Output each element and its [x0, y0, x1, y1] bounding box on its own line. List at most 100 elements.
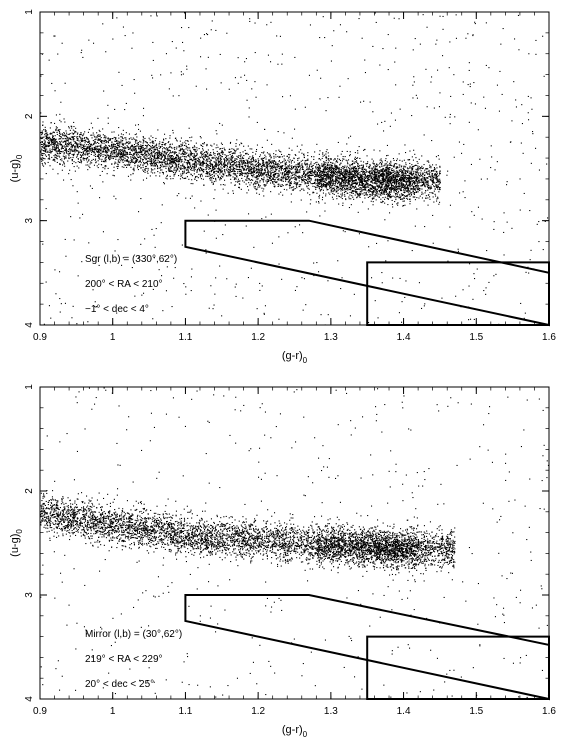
data-point [259, 173, 261, 175]
data-point [80, 155, 82, 157]
data-point [421, 185, 423, 187]
data-point [83, 133, 85, 135]
data-point [378, 176, 380, 178]
data-point [127, 157, 129, 159]
data-point [49, 127, 51, 129]
data-point [187, 167, 189, 169]
data-point [183, 153, 185, 155]
data-point [224, 179, 226, 181]
data-point [169, 157, 171, 159]
data-point [317, 183, 319, 185]
data-point [354, 176, 356, 178]
data-point [152, 154, 154, 156]
data-point [189, 164, 191, 166]
data-point [392, 184, 394, 186]
data-point [390, 180, 392, 182]
data-point [351, 191, 353, 193]
data-point [117, 143, 119, 145]
data-point [431, 170, 433, 172]
data-point [415, 176, 417, 178]
data-point [161, 171, 163, 173]
data-point [297, 164, 299, 166]
data-point [268, 180, 270, 182]
data-point [270, 173, 272, 175]
data-point [248, 166, 250, 168]
data-point [187, 147, 189, 149]
data-point [45, 136, 47, 138]
data-point [342, 180, 344, 182]
data-point [223, 158, 225, 160]
data-point [196, 147, 198, 149]
data-point [166, 165, 168, 167]
data-point [431, 171, 433, 173]
data-point [161, 153, 163, 155]
data-point [366, 175, 368, 177]
data-point [428, 185, 430, 187]
data-point [305, 163, 307, 165]
data-point [215, 177, 217, 179]
data-point [417, 189, 419, 191]
data-point [137, 151, 139, 153]
data-point [258, 193, 260, 195]
data-point [137, 157, 139, 159]
data-point [389, 178, 391, 180]
data-point [330, 158, 332, 160]
data-point [235, 145, 237, 147]
data-point [188, 162, 190, 164]
data-point [375, 180, 377, 182]
data-point [126, 151, 128, 153]
data-point [171, 147, 173, 149]
data-point [229, 175, 231, 177]
data-point [172, 162, 174, 164]
data-point [354, 175, 356, 177]
data-point [284, 165, 286, 167]
data-point [358, 167, 360, 169]
data-point [252, 184, 254, 186]
data-point [205, 154, 207, 156]
data-point [176, 169, 178, 171]
data-point [230, 156, 232, 158]
data-point [96, 132, 98, 134]
data-point [105, 145, 107, 147]
data-point [277, 166, 279, 168]
data-point [271, 160, 273, 162]
data-point [275, 154, 277, 156]
data-point [394, 163, 396, 165]
data-point [151, 155, 153, 157]
data-point [407, 176, 409, 178]
data-point [137, 167, 139, 169]
data-point [318, 164, 320, 166]
data-point [373, 177, 375, 179]
data-point [79, 151, 81, 153]
data-point [341, 182, 343, 184]
data-point [217, 161, 219, 163]
data-point [351, 183, 353, 185]
data-point [220, 175, 222, 177]
data-point [305, 164, 307, 166]
data-point [286, 167, 288, 169]
data-point [437, 196, 439, 198]
data-point [392, 165, 394, 167]
data-point [404, 195, 406, 197]
data-point [101, 147, 103, 149]
data-point [323, 171, 325, 173]
data-point [59, 132, 61, 134]
data-point [312, 174, 314, 176]
data-point [260, 172, 262, 174]
data-point [183, 156, 185, 158]
data-point [371, 197, 373, 199]
data-point [93, 141, 95, 143]
data-point [359, 193, 361, 195]
data-point [89, 141, 91, 143]
data-point [336, 178, 338, 180]
data-point [104, 158, 106, 160]
data-point [401, 194, 403, 196]
data-point [377, 193, 379, 195]
data-point [318, 201, 320, 203]
data-point [427, 187, 429, 189]
data-point [46, 135, 48, 137]
data-point [249, 156, 251, 158]
data-point [435, 178, 437, 180]
data-point [412, 174, 414, 176]
data-point [240, 160, 242, 162]
